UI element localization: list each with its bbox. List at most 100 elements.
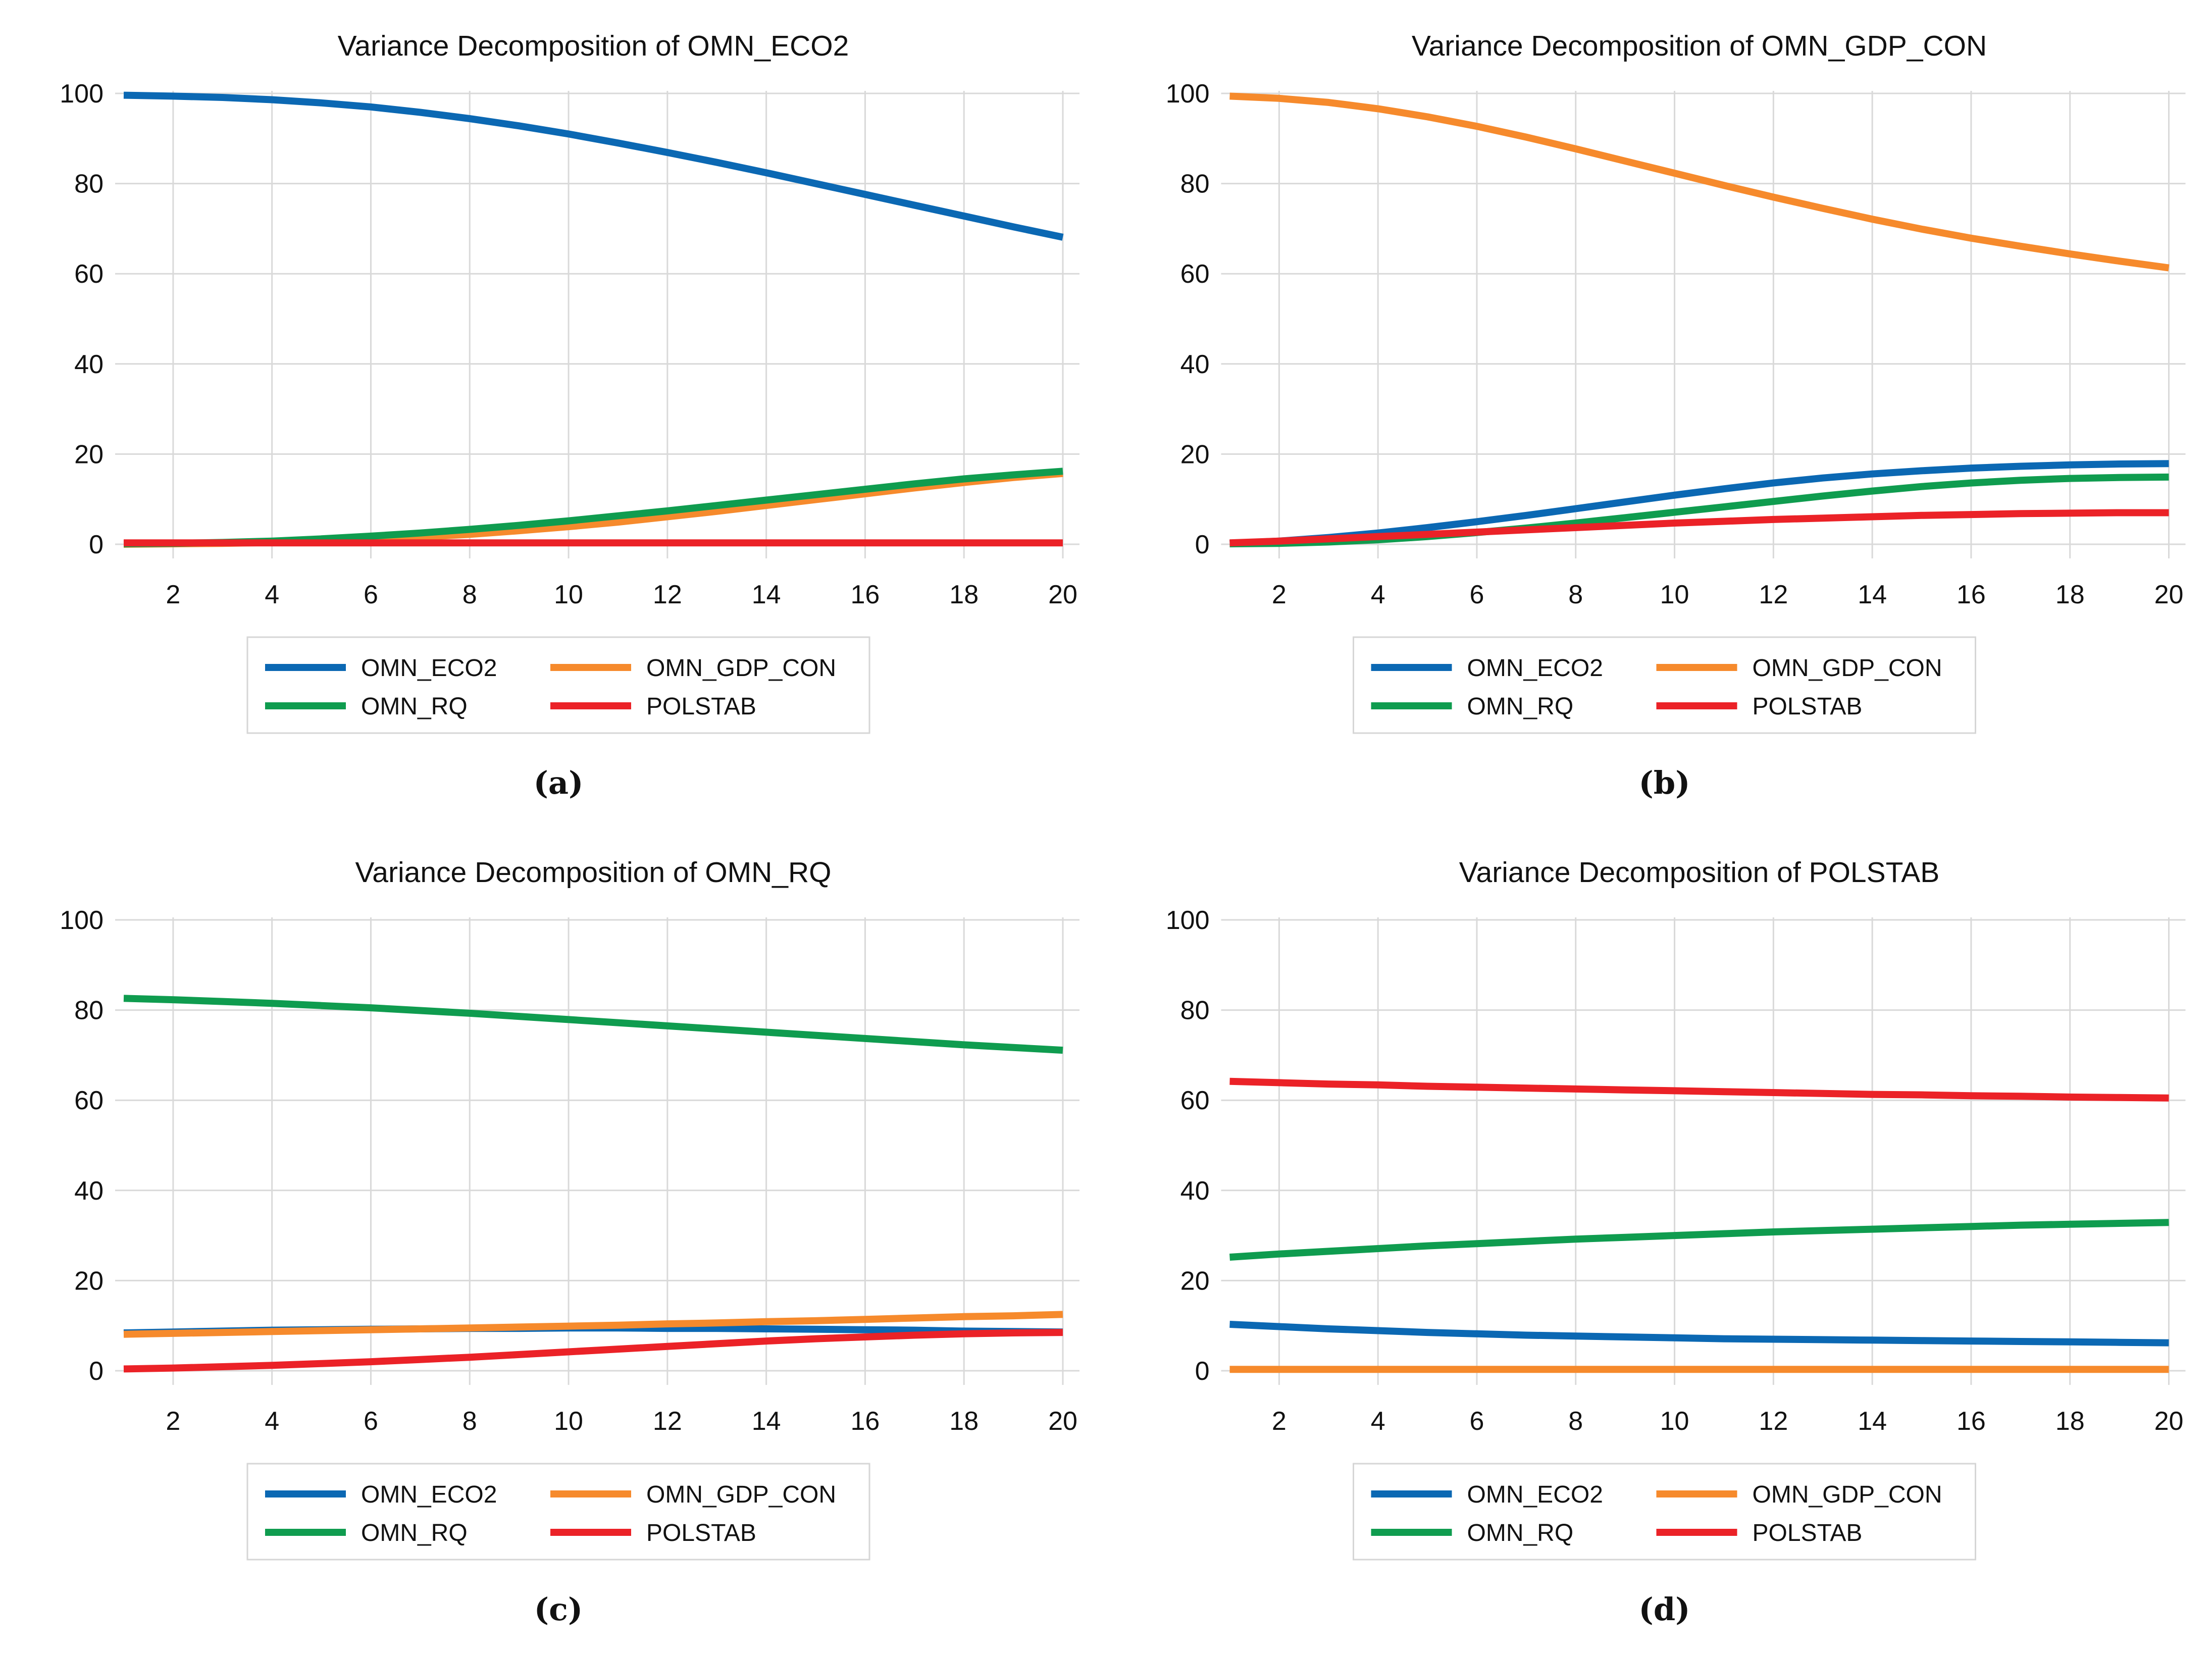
x-tick-label: 2 xyxy=(166,1407,180,1436)
y-tick-label: 20 xyxy=(1180,440,1210,469)
x-tick-label: 4 xyxy=(265,580,279,609)
panel-letter: (d) xyxy=(1638,1591,1690,1628)
series-line-OMN_GDP_CON xyxy=(123,1311,1063,1338)
x-tick-label: 14 xyxy=(1858,1407,1887,1436)
y-tick-label: 40 xyxy=(74,1176,104,1206)
y-tick-label: 100 xyxy=(60,906,104,935)
x-tick-label: 14 xyxy=(1858,580,1887,609)
x-tick-label: 8 xyxy=(462,580,477,609)
y-tick-label: 20 xyxy=(74,440,104,469)
legend-box xyxy=(1353,636,1976,734)
series-line-OMN_RQ xyxy=(123,995,1063,1054)
grid-lines xyxy=(115,917,1079,1385)
legend-label: POLSTAB xyxy=(646,693,756,720)
x-tick-label: 14 xyxy=(752,1407,781,1436)
panel-d: 0 20 40 60 80 100 2 4 6 8 10 12 14 16 18 20 Variance Dec… xyxy=(1106,826,2212,1653)
x-tick-label: 12 xyxy=(1759,1407,1788,1436)
y-tick-label: 80 xyxy=(74,996,104,1025)
legend-label: OMN_ECO2 xyxy=(361,655,497,682)
series-line-OMN_ECO2 xyxy=(1229,1321,2169,1347)
y-tick-label: 60 xyxy=(74,260,104,289)
panel-b: 0 20 40 60 80 100 2 4 6 8 10 12 14 16 18 20 Variance Dec… xyxy=(1106,0,2212,826)
y-tick-label: 100 xyxy=(1166,79,1210,109)
chart-title: Variance Decomposition of OMN_RQ xyxy=(355,856,832,889)
legend-label: OMN_GDP_CON xyxy=(1753,655,1942,682)
x-tick-label: 10 xyxy=(554,580,583,609)
x-tick-label: 2 xyxy=(1272,580,1287,609)
x-tick-label: 6 xyxy=(1470,580,1484,609)
chart-svg: 0 20 40 60 80 100 2 4 6 8 10 12 14 16 18 20 Variance Dec… xyxy=(1166,856,2186,1628)
legend-label: POLSTAB xyxy=(1753,693,1863,720)
x-tick-label: 10 xyxy=(1660,580,1689,609)
x-tick-label: 16 xyxy=(1957,1407,1986,1436)
x-tick-label: 2 xyxy=(166,580,180,609)
grid-lines xyxy=(115,91,1079,558)
x-tick-label: 6 xyxy=(364,580,378,609)
series-line-OMN_GDP_CON xyxy=(1229,92,2170,272)
series-line-OMN_RQ xyxy=(123,468,1063,548)
y-tick-label: 40 xyxy=(74,350,104,379)
y-tick-label: 80 xyxy=(74,170,104,199)
chart-svg: 0 20 40 60 80 100 2 4 6 8 10 12 14 16 18 20 Variance Dec… xyxy=(60,856,1079,1628)
legend-label: OMN_ECO2 xyxy=(361,1481,497,1508)
chart-svg: 0 20 40 60 80 100 2 4 6 8 10 12 14 16 18 20 Variance Dec… xyxy=(1166,30,2186,801)
grid-lines xyxy=(1221,917,2186,1385)
series-line-POLSTAB xyxy=(1229,1077,2169,1102)
x-tick-label: 12 xyxy=(653,1407,682,1436)
x-tick-label: 14 xyxy=(752,580,781,609)
panel-letter: (a) xyxy=(534,764,584,801)
x-tick-label: 8 xyxy=(462,1407,477,1436)
panel-a: 0 20 40 60 80 100 2 4 6 8 10 12 14 16 18 20 Variance Dec… xyxy=(0,0,1106,826)
x-tick-label: 16 xyxy=(850,580,880,609)
series-line-OMN_ECO2 xyxy=(123,91,1064,241)
x-tick-label: 16 xyxy=(1957,580,1986,609)
legend: OMN_ECO2 OMN_GDP_CON OMN_RQ POLSTAB xyxy=(246,1463,870,1561)
legend-label: OMN_GDP_CON xyxy=(646,1481,836,1508)
y-tick-label: 40 xyxy=(1180,350,1210,379)
legend: OMN_ECO2 OMN_GDP_CON OMN_RQ POLSTAB xyxy=(1353,636,1976,734)
x-tick-label: 12 xyxy=(1759,580,1788,609)
series-line-OMN_ECO2 xyxy=(1229,460,2169,547)
y-tick-label: 40 xyxy=(1180,1176,1210,1206)
legend-label: OMN_RQ xyxy=(1467,1520,1574,1546)
legend-box xyxy=(1353,1463,1976,1561)
x-tick-label: 2 xyxy=(1272,1407,1287,1436)
x-tick-label: 20 xyxy=(1048,1407,1077,1436)
legend-label: OMN_GDP_CON xyxy=(1753,1481,1942,1508)
legend-label: OMN_ECO2 xyxy=(1467,655,1603,682)
chart-title: Variance Decomposition of POLSTAB xyxy=(1459,856,1940,889)
x-tick-label: 20 xyxy=(2154,580,2184,609)
legend-label: OMN_GDP_CON xyxy=(646,655,836,682)
legend: OMN_ECO2 OMN_GDP_CON OMN_RQ POLSTAB xyxy=(1353,1463,1976,1561)
y-tick-label: 100 xyxy=(60,79,104,109)
x-tick-label: 18 xyxy=(949,580,979,609)
y-tick-label: 20 xyxy=(1180,1266,1210,1296)
series-line-POLSTAB xyxy=(123,1329,1063,1373)
chart-svg: 0 20 40 60 80 100 2 4 6 8 10 12 14 16 18 20 Variance Dec… xyxy=(60,30,1079,801)
x-tick-label: 8 xyxy=(1568,580,1583,609)
legend-label: OMN_ECO2 xyxy=(1467,1481,1603,1508)
y-tick-label: 60 xyxy=(1180,1086,1210,1115)
y-tick-label: 0 xyxy=(1195,1357,1210,1386)
x-tick-label: 4 xyxy=(1371,1407,1385,1436)
x-tick-label: 4 xyxy=(1371,580,1385,609)
legend-box xyxy=(246,1463,870,1561)
panel-letter: (c) xyxy=(534,1591,583,1628)
x-tick-label: 18 xyxy=(2055,1407,2085,1436)
legend-label: OMN_RQ xyxy=(361,1520,468,1546)
y-tick-label: 60 xyxy=(74,1086,104,1115)
x-tick-label: 18 xyxy=(949,1407,979,1436)
x-tick-label: 6 xyxy=(1470,1407,1484,1436)
y-tick-label: 20 xyxy=(74,1266,104,1296)
legend-label: POLSTAB xyxy=(1753,1520,1863,1546)
legend-label: OMN_RQ xyxy=(361,693,468,720)
legend-label: POLSTAB xyxy=(646,1520,756,1546)
x-tick-label: 4 xyxy=(265,1407,279,1436)
series-line-POLSTAB xyxy=(1229,509,2169,547)
panel-letter: (b) xyxy=(1638,764,1690,801)
x-tick-label: 10 xyxy=(554,1407,583,1436)
x-tick-label: 12 xyxy=(653,580,682,609)
y-tick-label: 0 xyxy=(1195,530,1210,559)
legend-label: OMN_RQ xyxy=(1467,693,1574,720)
